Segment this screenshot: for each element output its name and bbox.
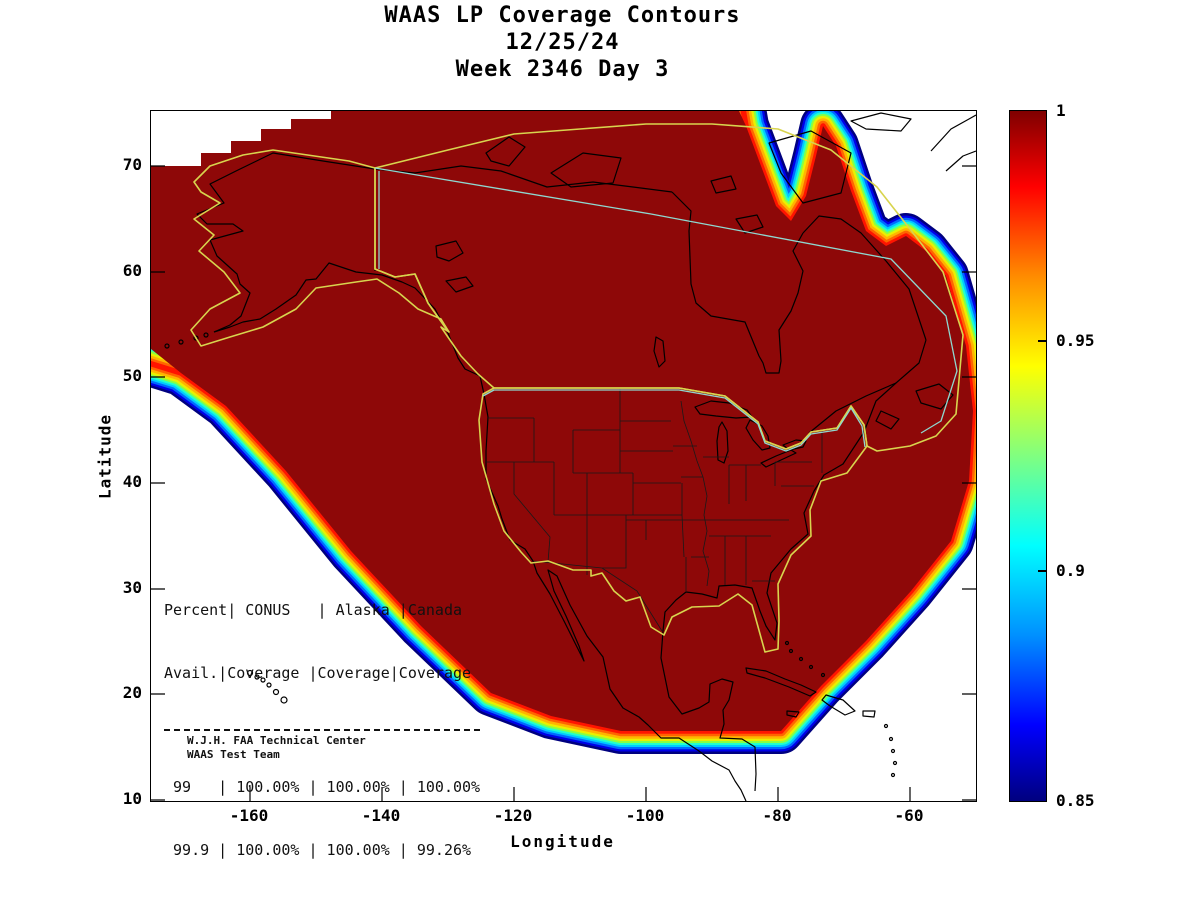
coastline-greenland-corner bbox=[930, 114, 976, 172]
lake-great-bear bbox=[435, 240, 464, 262]
x-tick-neg120: -120 bbox=[493, 806, 533, 825]
coverage-region-fill bbox=[151, 111, 973, 731]
lake-ontario bbox=[782, 439, 807, 451]
chart-title: WAAS LP Coverage Contours bbox=[384, 3, 741, 28]
colorbar-tick-095 bbox=[1038, 340, 1046, 342]
y-tick-30: 30 bbox=[122, 578, 142, 597]
bahamas-islands bbox=[784, 640, 826, 678]
coastline-west-mexico-central-america bbox=[483, 393, 747, 801]
credit-line-2: WAAS Test Team bbox=[187, 748, 280, 761]
x-tick-neg100: -100 bbox=[625, 806, 665, 825]
colorbar-label-09: 0.9 bbox=[1056, 561, 1085, 580]
credit-annotation: W.J.H. FAA Technical Center WAAS Test Te… bbox=[187, 734, 366, 762]
secondary-boundary-lines bbox=[374, 167, 958, 452]
colorbar-gradient bbox=[1010, 111, 1046, 801]
x-tick-neg160: -160 bbox=[229, 806, 269, 825]
y-tick-50: 50 bbox=[122, 366, 142, 385]
colorbar-tick-090 bbox=[1038, 570, 1046, 572]
lake-great-slave bbox=[445, 276, 474, 293]
coverage-stats-table: Percent| CONUS | Alaska |Canada Avail.|C… bbox=[164, 558, 481, 900]
island-cuba bbox=[745, 667, 817, 697]
coastline-st-lawrence bbox=[808, 382, 897, 434]
lesser-antilles-islands bbox=[883, 723, 898, 778]
colorbar-label-085: 0.85 bbox=[1056, 791, 1095, 810]
y-tick-40: 40 bbox=[122, 472, 142, 491]
table-header-row-1: Percent| CONUS | Alaska |Canada bbox=[164, 601, 463, 619]
x-tick-neg140: -140 bbox=[361, 806, 401, 825]
coastline-labrador bbox=[802, 215, 927, 341]
plot-area: Percent| CONUS | Alaska |Canada Avail.|C… bbox=[150, 110, 977, 859]
x-tick-neg80: -80 bbox=[762, 806, 792, 825]
x-axis-label: Longitude bbox=[510, 832, 615, 851]
island-jamaica bbox=[786, 710, 800, 718]
lake-winnipeg bbox=[653, 336, 666, 368]
lake-erie bbox=[760, 449, 797, 468]
table-header-row-2: Avail.|Coverage |Coverage|Coverage bbox=[164, 664, 472, 682]
island-devon-ellesmere bbox=[850, 112, 912, 132]
island-puerto-rico bbox=[862, 710, 876, 718]
y-tick-10: 10 bbox=[122, 789, 142, 808]
x-tick-neg60: -60 bbox=[894, 806, 924, 825]
coastline-pacific-northwest-alaska bbox=[213, 262, 485, 395]
chart-date: 12/25/24 bbox=[505, 30, 620, 55]
lake-michigan bbox=[716, 421, 729, 464]
cyan-line-northern bbox=[374, 167, 958, 434]
colorbar bbox=[1009, 110, 1047, 802]
credit-line-1: W.J.H. FAA Technical Center bbox=[187, 734, 366, 747]
coastline-west-north-alaska-arctic bbox=[196, 152, 673, 333]
coastlines bbox=[164, 112, 976, 801]
colorbar-label-095: 0.95 bbox=[1056, 331, 1095, 350]
figure-title-block: WAAS LP Coverage Contours 12/25/24 Week … bbox=[150, 2, 975, 83]
chart-week-day: Week 2346 Day 3 bbox=[455, 57, 670, 82]
lake-huron bbox=[745, 419, 771, 451]
colorbar-label-1: 1 bbox=[1056, 101, 1066, 120]
hawaiian-islands bbox=[246, 669, 288, 704]
service-region-outlines bbox=[190, 123, 964, 653]
table-separator-dashed-line bbox=[164, 729, 481, 731]
island-king-william bbox=[710, 175, 737, 194]
island-hispaniola bbox=[821, 694, 856, 716]
table-row-99-9: 99.9 | 100.00% | 100.00% | 99.26% bbox=[164, 841, 472, 859]
coverage-map bbox=[151, 111, 976, 801]
canada-region-outline bbox=[374, 123, 964, 452]
table-row-99: 99 | 100.00% | 100.00% | 100.00% bbox=[164, 778, 481, 796]
coastline-east-gulf bbox=[660, 339, 927, 792]
island-southampton bbox=[735, 214, 764, 234]
y-axis-label: Latitude bbox=[95, 413, 115, 500]
island-banks bbox=[485, 136, 526, 167]
y-tick-60: 60 bbox=[122, 261, 142, 280]
coastline-hudson-bay bbox=[671, 191, 804, 374]
island-nova-scotia bbox=[875, 410, 900, 430]
island-victoria bbox=[550, 152, 622, 188]
cyan-line-conus-north bbox=[482, 389, 866, 452]
y-tick-70: 70 bbox=[122, 155, 142, 174]
axis-tick-marks bbox=[151, 165, 976, 801]
island-baffin bbox=[768, 130, 852, 204]
aleutian-islands bbox=[164, 332, 209, 349]
y-tick-20: 20 bbox=[122, 683, 142, 702]
